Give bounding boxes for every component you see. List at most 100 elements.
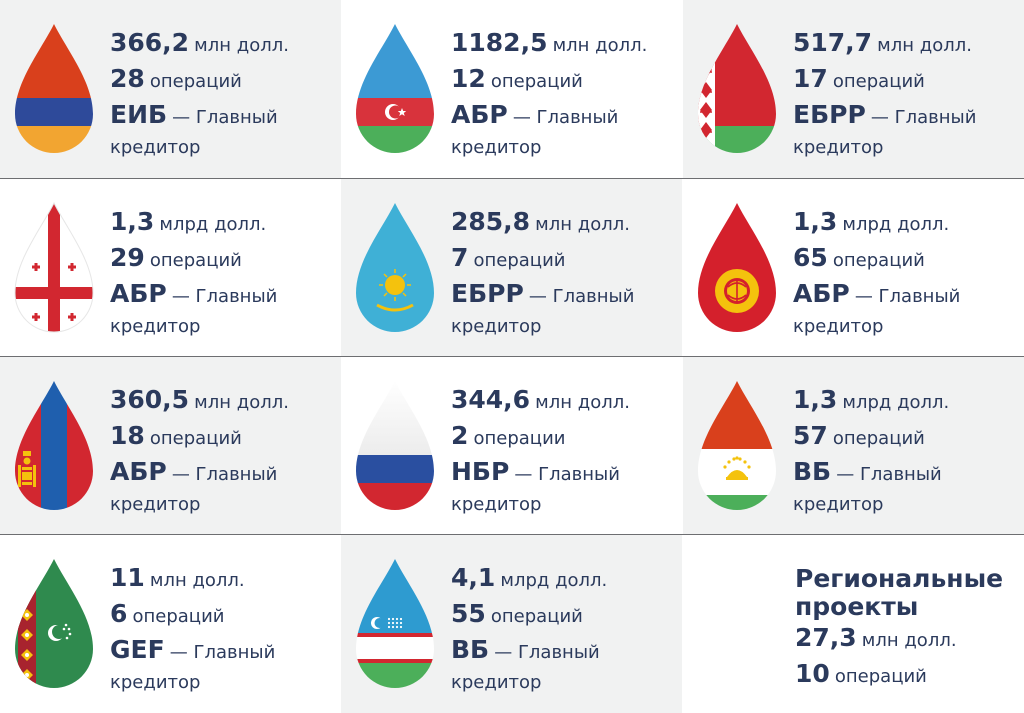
ops-count: 2 xyxy=(451,421,469,450)
role: — Главный xyxy=(494,642,600,663)
bank-name: ВБ xyxy=(451,635,490,664)
amount: 285,8 xyxy=(451,207,531,236)
role: — Главный xyxy=(514,464,620,485)
bank-name: АБР xyxy=(451,100,508,129)
role: — Главный xyxy=(512,107,619,128)
amount: 344,6 xyxy=(451,385,531,414)
amount: 1,3 xyxy=(793,207,838,236)
ops-count: 18 xyxy=(110,421,145,450)
ops-word: операций xyxy=(149,71,242,92)
card-kyrgyzstan: 1,3 млрд долл. 65 операций АБР — Главный… xyxy=(683,179,1024,357)
tajikistan-flag-icon xyxy=(698,381,776,510)
ops-count: 28 xyxy=(110,64,145,93)
turkmenistan-flag-icon xyxy=(15,559,93,688)
ops-word: операций xyxy=(832,428,925,449)
bank-name: ЕБРР xyxy=(793,100,866,129)
ops-word: операций xyxy=(832,250,925,271)
row-divider xyxy=(0,534,1024,535)
role: — Главный xyxy=(171,286,278,307)
amount: 366,2 xyxy=(110,28,190,57)
ops-count: 6 xyxy=(110,599,128,628)
amount: 11 xyxy=(110,563,145,592)
regional-title-line2: проекты xyxy=(795,592,919,621)
unit: млн долл. xyxy=(149,570,245,591)
unit: млрд долл. xyxy=(500,570,608,591)
ops-count: 65 xyxy=(793,243,828,272)
unit: млн долл. xyxy=(552,35,648,56)
creditor-word: кредитор xyxy=(793,316,884,337)
uzbekistan-flag-icon xyxy=(356,559,434,688)
amount: 1,3 xyxy=(793,385,838,414)
unit: млн долл. xyxy=(194,35,289,56)
bank-name: АБР xyxy=(110,279,167,308)
role: — Главный xyxy=(172,107,278,128)
card-belarus: 517,7 млн долл. 17 операций ЕБРР — Главн… xyxy=(683,0,1024,178)
card-text: 517,7 млн долл. 17 операций ЕБРР — Главн… xyxy=(793,26,976,162)
bank-name: GEF xyxy=(110,635,165,664)
ops-word: операций xyxy=(149,250,242,271)
amount: 1,3 xyxy=(110,207,155,236)
ops-word: операций xyxy=(473,250,566,271)
ops-count: 7 xyxy=(451,243,469,272)
armenia-flag-icon xyxy=(15,24,93,153)
ops-count: 55 xyxy=(451,599,486,628)
ops-word: операции xyxy=(473,428,566,449)
card-text: 1,3 млрд долл. 57 операций ВБ — Главный … xyxy=(793,383,949,519)
card-mongolia: 360,5 млн долл. 18 операций АБР — Главны… xyxy=(0,357,341,535)
amount: 27,3 xyxy=(795,623,857,652)
azerbaijan-flag-icon xyxy=(356,24,434,153)
role: — Главный xyxy=(528,286,635,307)
card-georgia: 1,3 млрд долл. 29 операций АБР — Главный… xyxy=(0,179,341,357)
role: — Главный xyxy=(870,107,977,128)
creditor-word: кредитор xyxy=(451,494,542,515)
card-russia: 344,6 млн долл. 2 операции НБР — Главный… xyxy=(341,357,682,535)
role: — Главный xyxy=(169,642,276,663)
card-text: 11 млн долл. 6 операций GEF — Главный кр… xyxy=(110,561,275,697)
bank-name: ВБ xyxy=(793,457,832,486)
unit: млн долл. xyxy=(535,214,630,235)
creditor-word: кредитор xyxy=(110,494,201,515)
mongolia-flag-icon xyxy=(15,381,93,510)
ops-count: 17 xyxy=(793,64,828,93)
creditor-word: кредитор xyxy=(110,316,201,337)
kazakhstan-flag-icon xyxy=(356,203,434,332)
bank-name: АБР xyxy=(793,279,850,308)
regional-title-line1: Региональные xyxy=(795,564,1004,593)
unit: млн долл. xyxy=(861,630,957,651)
unit: млрд долл. xyxy=(842,392,950,413)
card-turkmenistan: 11 млн долл. 6 операций GEF — Главный кр… xyxy=(0,535,341,713)
card-text: 366,2 млн долл. 28 операций ЕИБ — Главны… xyxy=(110,26,289,162)
unit: млрд долл. xyxy=(159,214,267,235)
unit: млн долл. xyxy=(194,392,289,413)
card-text: 344,6 млн долл. 2 операции НБР — Главный… xyxy=(451,383,630,519)
bank-name: НБР xyxy=(451,457,510,486)
ops-count: 57 xyxy=(793,421,828,450)
card-tajikistan: 1,3 млрд долл. 57 операций ВБ — Главный … xyxy=(683,357,1024,535)
bank-name: ЕБРР xyxy=(451,279,524,308)
ops-word: операций xyxy=(132,606,225,627)
amount: 360,5 xyxy=(110,385,190,414)
amount: 1182,5 xyxy=(451,28,548,57)
bank-name: ЕИБ xyxy=(110,100,168,129)
role: — Главный xyxy=(171,464,278,485)
card-uzbekistan: 4,1 млрд долл. 55 операций ВБ — Главный … xyxy=(341,535,682,713)
ops-word: операций xyxy=(149,428,242,449)
belarus-flag-icon xyxy=(698,24,776,153)
regional-text: Региональные проекты 27,3 млн долл. 10 о… xyxy=(795,565,1003,693)
card-text: 4,1 млрд долл. 55 операций ВБ — Главный … xyxy=(451,561,607,697)
creditor-word: кредитор xyxy=(451,672,542,693)
role: — Главный xyxy=(854,286,961,307)
georgia-flag-icon xyxy=(14,201,94,333)
unit: млрд долл. xyxy=(842,214,950,235)
card-text: 285,8 млн долл. 7 операций ЕБРР — Главны… xyxy=(451,205,634,341)
unit: млн долл. xyxy=(877,35,972,56)
creditor-word: кредитор xyxy=(110,672,201,693)
creditor-word: кредитор xyxy=(793,137,884,158)
kyrgyzstan-flag-icon xyxy=(698,203,776,332)
creditor-word: кредитор xyxy=(451,316,542,337)
ops-count: 12 xyxy=(451,64,486,93)
card-text: 1,3 млрд долл. 29 операций АБР — Главный… xyxy=(110,205,277,341)
russia-flag-icon xyxy=(356,381,434,510)
creditor-word: кредитор xyxy=(793,494,884,515)
